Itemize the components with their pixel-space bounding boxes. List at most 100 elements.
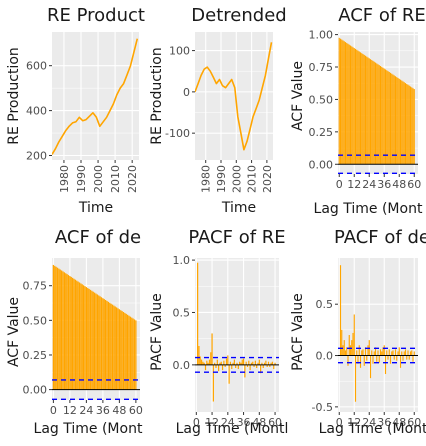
x-tick-label: 2020 bbox=[261, 165, 274, 193]
bar-lag-54 bbox=[406, 83, 408, 165]
y-tick-label: -0.5 bbox=[312, 401, 333, 414]
bar-lag-42 bbox=[391, 73, 393, 165]
chart-panel-4: 0.00 0.25 0.50 0.75 0 12 24 36 48 60 ACF of de ACF … bbox=[6, 227, 143, 437]
bar-lag-23 bbox=[225, 358, 228, 365]
bar-lag-15 bbox=[357, 355, 359, 364]
bar-lag-29 bbox=[374, 347, 377, 356]
bar-lag-7 bbox=[347, 355, 349, 366]
bar-lag-58 bbox=[411, 87, 413, 165]
bar-lag-19 bbox=[362, 349, 364, 356]
bar-lag-26 bbox=[371, 60, 373, 165]
bar-lag-19 bbox=[362, 54, 364, 165]
bar-lag-35 bbox=[382, 67, 384, 165]
bar-lag-38 bbox=[386, 70, 388, 165]
y-tick-label: 0.25 bbox=[309, 126, 334, 139]
x-tick-label: 0 bbox=[50, 404, 57, 417]
x-tick-label: 48 bbox=[112, 404, 126, 417]
bar-lag-52 bbox=[124, 312, 126, 390]
bar-lag-16 bbox=[216, 359, 218, 365]
bar-lag-26 bbox=[88, 288, 90, 390]
bar-lag-8 bbox=[206, 360, 208, 365]
bar-lag-26 bbox=[229, 361, 232, 365]
bar-lag-59 bbox=[412, 355, 414, 362]
bar-lag-47 bbox=[117, 308, 119, 390]
bar-lag-16 bbox=[358, 51, 360, 165]
bar-lag-21 bbox=[364, 347, 367, 356]
bar-lag-34 bbox=[240, 362, 242, 365]
y-tick-label: 0.5 bbox=[173, 306, 191, 319]
bar-lag-41 bbox=[389, 72, 392, 165]
bar-lag-52 bbox=[403, 82, 405, 165]
bar-lag-28 bbox=[232, 362, 234, 365]
bar-lag-17 bbox=[76, 280, 78, 390]
bar-lag-45 bbox=[254, 360, 256, 365]
y-axis-label: PACF Value bbox=[290, 293, 306, 371]
bar-lag-34 bbox=[99, 296, 101, 390]
bar-lag-30 bbox=[376, 355, 378, 362]
bar-lag-39 bbox=[387, 71, 389, 165]
bar-lag-12 bbox=[353, 48, 355, 165]
bar-lag-10 bbox=[351, 46, 353, 165]
bar-lag-55 bbox=[407, 84, 409, 165]
x-axis-label: Lag Time (Mont bbox=[34, 421, 143, 437]
bar-lag-59 bbox=[273, 364, 275, 370]
x-tick-label: 2020 bbox=[126, 165, 139, 193]
bar-lag-22 bbox=[224, 364, 226, 367]
bar-lag-36 bbox=[383, 345, 385, 356]
bar-lag-25 bbox=[369, 355, 372, 379]
bar-lag-15 bbox=[215, 364, 217, 368]
bar-lag-30 bbox=[235, 364, 237, 368]
bar-lag-44 bbox=[113, 305, 115, 390]
bar-lag-32 bbox=[378, 355, 380, 363]
bar-lag-15 bbox=[73, 278, 75, 390]
bar-lag-56 bbox=[408, 355, 410, 360]
bar-lag-36 bbox=[242, 358, 245, 365]
bar-lag-6 bbox=[60, 270, 63, 390]
bar-lag-57 bbox=[270, 362, 272, 365]
bar-lag-14 bbox=[356, 49, 358, 165]
x-tick-label: 24 bbox=[79, 404, 93, 417]
bar-lag-2 bbox=[341, 39, 343, 165]
bar-lag-59 bbox=[412, 88, 414, 165]
bar-lag-0 bbox=[338, 37, 340, 165]
bar-lag-7 bbox=[347, 43, 349, 165]
bar-lag-20 bbox=[363, 355, 365, 366]
bar-lag-57 bbox=[409, 351, 412, 356]
bar-lag-31 bbox=[377, 350, 379, 356]
bar-lag-51 bbox=[402, 81, 404, 165]
bar-lag-49 bbox=[399, 79, 402, 165]
bar-lag-57 bbox=[131, 317, 133, 390]
y-axis-label: ACF Value bbox=[290, 61, 306, 131]
bar-lag-0 bbox=[52, 264, 55, 390]
bar-lag-60 bbox=[413, 351, 415, 356]
bar-lag-57 bbox=[409, 86, 412, 165]
bar-lag-23 bbox=[367, 345, 369, 356]
y-tick-label: 0.25 bbox=[23, 349, 48, 362]
bar-lag-19 bbox=[78, 282, 81, 390]
y-axis-label: RE Production bbox=[149, 47, 165, 145]
bar-lag-11 bbox=[210, 352, 212, 365]
bar-lag-2 bbox=[55, 266, 57, 390]
x-tick-label: 12 bbox=[205, 416, 219, 429]
y-tick-label: 0.0 bbox=[316, 350, 334, 363]
bar-lag-18 bbox=[361, 53, 363, 165]
bar-lag-42 bbox=[250, 362, 253, 365]
bar-lag-50 bbox=[401, 80, 403, 165]
bar-lag-32 bbox=[237, 364, 239, 370]
plot-area bbox=[195, 42, 273, 151]
x-tick-label: 1990 bbox=[215, 165, 228, 193]
x-axis-label: Time bbox=[221, 200, 256, 216]
bar-lag-14 bbox=[214, 362, 216, 365]
bar-lag-21 bbox=[81, 284, 83, 390]
bar-lag-18 bbox=[219, 362, 221, 365]
plot-area bbox=[338, 37, 418, 174]
bar-lag-1 bbox=[339, 265, 342, 356]
bar-lag-36 bbox=[102, 298, 104, 390]
chart-title: RE Product bbox=[47, 5, 145, 26]
bar-lag-13 bbox=[212, 364, 214, 402]
x-tick-label: 60 bbox=[407, 178, 421, 191]
bar-lag-3 bbox=[199, 356, 201, 365]
y-axis-label: RE Production bbox=[6, 47, 22, 145]
x-tick-label: 2010 bbox=[109, 165, 122, 193]
bar-lag-54 bbox=[126, 314, 129, 390]
